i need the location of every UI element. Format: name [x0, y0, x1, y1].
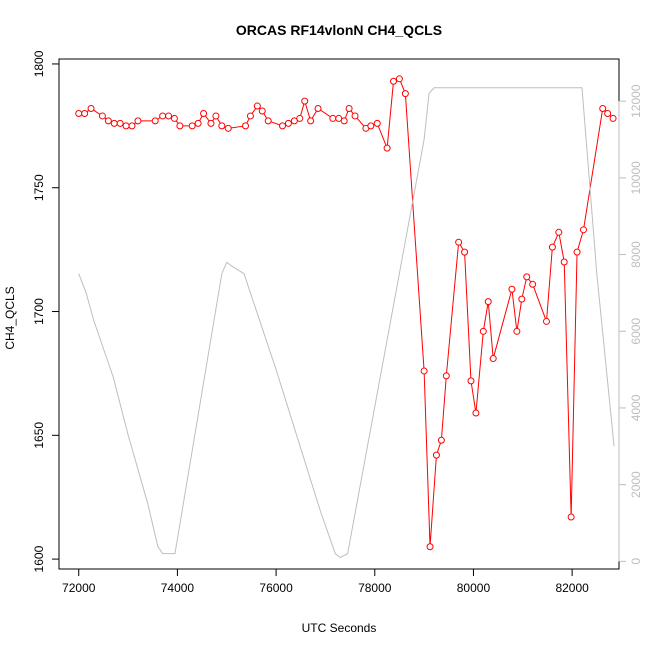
- ch4-data-point: [573, 248, 581, 256]
- ch4-data-point: [555, 228, 563, 236]
- ch4-data-point: [442, 372, 450, 380]
- ch4-data-point: [207, 119, 215, 127]
- x-tick-label: 72000: [62, 581, 96, 595]
- ch4-data-point: [508, 285, 516, 293]
- plot-frame: [58, 58, 620, 570]
- ch4-data-point: [81, 109, 89, 117]
- ch4-data-point: [200, 109, 208, 117]
- ch4-data-point: [395, 75, 403, 83]
- plot-area: [75, 75, 617, 559]
- ch4-data-point: [461, 248, 469, 256]
- chart-title: ORCAS RF14vlonN CH4_QCLS: [236, 22, 442, 38]
- ch4-data-point: [98, 112, 106, 120]
- ch4-data-point: [284, 119, 292, 127]
- ch4-data-point: [340, 117, 348, 125]
- y-tick-label: 1700: [32, 298, 46, 325]
- y-axis-label: CH4_QCLS: [3, 286, 17, 349]
- ch4-data-point: [455, 238, 463, 246]
- ch4-data-point: [194, 119, 202, 127]
- ch4-data-point: [314, 105, 322, 113]
- x-tick-label: 74000: [161, 581, 195, 595]
- ch4-data-point: [218, 122, 226, 130]
- ch4-data-point: [159, 112, 167, 120]
- x-tick-label: 82000: [555, 581, 589, 595]
- ch4-data-point: [426, 543, 434, 551]
- ch4-data-point: [437, 436, 445, 444]
- ch4-data-point: [604, 109, 612, 117]
- ch4-data-point: [122, 122, 130, 130]
- ch4-data-point: [599, 105, 607, 113]
- ch4-data-point: [373, 119, 381, 127]
- ch4-data-point: [579, 226, 587, 234]
- ch4-data-point: [264, 117, 272, 125]
- ch4-data-point: [489, 355, 497, 363]
- ch4-data-point: [170, 114, 178, 122]
- y2-tick-label: 2000: [629, 471, 643, 498]
- ch4-data-point: [401, 90, 409, 98]
- ch4-data-point: [523, 273, 531, 281]
- ch4-data-point: [110, 119, 118, 127]
- ch4-data-point: [151, 117, 159, 125]
- ch4-data-point: [296, 114, 304, 122]
- ch4-data-point: [242, 122, 249, 130]
- ch4-data-point: [128, 122, 136, 130]
- ch4-data-point: [307, 117, 315, 125]
- x-tick-label: 80000: [457, 581, 491, 595]
- ch4-data-point: [383, 144, 391, 152]
- ch4-data-point: [567, 513, 575, 521]
- y-axis-right: 0 2000 4000 6000 8000 10000 12000: [618, 84, 643, 565]
- ch4-data-point: [345, 105, 353, 113]
- secondary-series-line: [78, 87, 615, 559]
- ch4-data-point: [176, 122, 184, 130]
- ch4-data-point: [301, 97, 309, 105]
- ch4-data-point: [75, 109, 83, 117]
- y2-tick-label: 6000: [629, 318, 643, 345]
- ch4-data-point: [420, 367, 428, 375]
- ch4-data-point: [609, 114, 617, 122]
- y2-tick-label: 12000: [629, 84, 643, 118]
- ch4-data-point: [87, 105, 95, 113]
- y-tick-label: 1750: [32, 174, 46, 201]
- ch4-data-point: [246, 112, 254, 120]
- ch4-series-line: [78, 78, 614, 547]
- ch4-data-point: [188, 122, 196, 130]
- y2-tick-label: 10000: [629, 161, 643, 195]
- y-tick-label: 1800: [32, 50, 46, 77]
- ch4-data-point: [390, 77, 398, 85]
- x-tick-label: 76000: [259, 581, 293, 595]
- ch4-data-point: [104, 117, 112, 125]
- ch4-data-point: [258, 107, 266, 115]
- ch4-data-point: [279, 122, 287, 130]
- y2-tick-label: 0: [629, 558, 643, 565]
- y-tick-label: 1600: [32, 545, 46, 572]
- ch4-data-point: [224, 124, 232, 132]
- ch4-data-point: [253, 102, 261, 110]
- ch4-data-point: [529, 280, 537, 288]
- ch4-data-point: [548, 243, 556, 251]
- y2-tick-label: 8000: [629, 241, 643, 268]
- ch4-data-point: [479, 327, 487, 335]
- ch4-data-point: [432, 451, 440, 459]
- ch4-data-point: [212, 112, 220, 120]
- ch4-data-point: [560, 258, 568, 266]
- ch4-data-point: [165, 112, 173, 120]
- y-tick-label: 1650: [32, 422, 46, 449]
- y2-tick-label: 4000: [629, 394, 643, 421]
- x-axis-label: UTC Seconds: [302, 621, 377, 635]
- x-tick-label: 78000: [358, 581, 392, 595]
- ch4-data-point: [367, 122, 375, 130]
- ch4-data-point: [116, 119, 124, 127]
- ch4-data-point: [472, 409, 480, 417]
- ch4-data-point: [513, 327, 521, 335]
- ch4-data-point: [134, 117, 142, 125]
- ch4-data-point: [484, 298, 492, 306]
- ch4-data-point: [518, 295, 526, 303]
- x-axis: 72000 74000 76000 78000 80000 82000: [62, 568, 589, 595]
- ch4-data-point: [467, 377, 475, 385]
- ch4-data-point: [542, 317, 550, 325]
- ch4-data-point: [329, 114, 337, 122]
- y-axis-left: 1600 1650 1700 1750 1800: [32, 50, 60, 572]
- ch4-data-point: [351, 112, 359, 120]
